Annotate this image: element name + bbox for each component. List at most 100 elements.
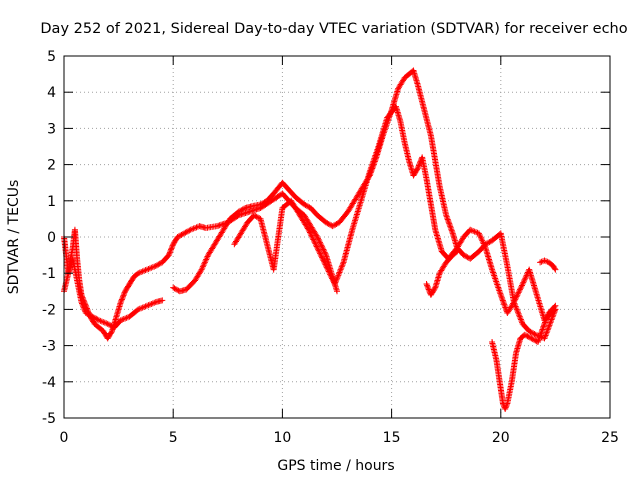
- data-point: [369, 161, 376, 168]
- data-point: [415, 163, 422, 170]
- data-point: [327, 272, 334, 279]
- data-point: [492, 277, 499, 284]
- data-point: [325, 268, 332, 275]
- data-point: [179, 231, 186, 238]
- data-point: [151, 263, 158, 270]
- data-point: [519, 281, 526, 288]
- data-point: [491, 272, 498, 279]
- data-point: [238, 207, 245, 214]
- data-point: [117, 299, 124, 306]
- data-point: [308, 232, 315, 239]
- data-point: [496, 288, 503, 295]
- data-point: [499, 296, 506, 303]
- data-point: [494, 282, 501, 289]
- data-point: [492, 275, 499, 282]
- data-point: [500, 300, 507, 307]
- data-point: [320, 246, 327, 253]
- data-point: [190, 225, 197, 232]
- data-point: [169, 243, 176, 250]
- data-point: [537, 330, 544, 337]
- data-point: [501, 303, 508, 310]
- data-point: [544, 328, 551, 335]
- data-point: [374, 144, 381, 151]
- data-point: [521, 276, 528, 283]
- data-point: [86, 310, 93, 317]
- data-point: [516, 288, 523, 295]
- data-point: [84, 306, 91, 313]
- data-point: [481, 241, 488, 248]
- data-point: [154, 262, 161, 269]
- data-point: [546, 322, 553, 329]
- data-point: [313, 232, 320, 239]
- data-point: [537, 332, 544, 339]
- data-point: [320, 257, 327, 264]
- data-point: [518, 317, 525, 324]
- data-point: [535, 336, 542, 343]
- data-point: [444, 216, 451, 223]
- y-ticks: -5 -4 -3 -2 -1 0 1 2 3 4 5: [42, 49, 610, 427]
- data-point: [516, 313, 523, 320]
- data-point: [461, 252, 468, 259]
- data-point: [139, 268, 146, 275]
- data-point: [323, 262, 330, 269]
- data-point: [83, 304, 90, 311]
- data-point: [321, 258, 328, 265]
- x-tick-label: 5: [169, 430, 178, 446]
- data-point: [309, 235, 316, 242]
- data-point: [251, 212, 258, 219]
- data-point: [258, 200, 265, 207]
- data-point: [334, 275, 341, 282]
- data-point: [170, 284, 177, 291]
- data-point: [372, 152, 379, 159]
- data-point: [443, 213, 450, 220]
- data-point: [367, 167, 374, 174]
- data-point: [369, 159, 376, 166]
- series-5: [489, 302, 559, 412]
- data-point: [515, 310, 522, 317]
- data-point: [339, 262, 346, 269]
- data-point: [331, 281, 338, 288]
- data-point: [515, 289, 522, 296]
- data-point: [537, 259, 544, 266]
- data-point: [552, 302, 559, 309]
- data-point: [541, 335, 548, 342]
- data-point: [118, 296, 125, 303]
- chart-title: Day 252 of 2021, Sidereal Day-to-day VTE…: [40, 21, 627, 37]
- data-point: [174, 286, 181, 293]
- data-point: [546, 320, 553, 327]
- data-point: [522, 273, 529, 280]
- data-point: [493, 279, 500, 286]
- data-point: [148, 300, 155, 307]
- data-point: [80, 297, 87, 304]
- data-point: [448, 227, 455, 234]
- y-tick-label: 0: [47, 230, 56, 246]
- data-point: [523, 332, 530, 339]
- grid: [64, 56, 610, 418]
- data-point: [444, 215, 451, 222]
- data-point: [526, 328, 533, 335]
- data-point: [549, 313, 556, 320]
- data-point: [520, 279, 527, 286]
- data-point: [311, 239, 318, 246]
- data-point: [155, 261, 162, 268]
- data-point: [536, 334, 543, 341]
- data-point: [530, 330, 537, 337]
- data-point: [321, 247, 328, 254]
- data-point: [367, 165, 374, 172]
- data-point: [371, 155, 378, 162]
- data-point: [121, 291, 128, 298]
- data-point: [443, 212, 450, 219]
- data-point: [446, 222, 453, 229]
- data-point: [240, 205, 247, 212]
- data-marks: [61, 67, 559, 412]
- data-point: [139, 304, 146, 311]
- data-point: [193, 224, 200, 231]
- data-point: [502, 404, 509, 411]
- data-point: [120, 292, 127, 299]
- data-point: [463, 253, 470, 260]
- data-point: [101, 319, 108, 326]
- data-point: [315, 247, 322, 254]
- series-7: [423, 248, 461, 298]
- data-point: [119, 316, 126, 323]
